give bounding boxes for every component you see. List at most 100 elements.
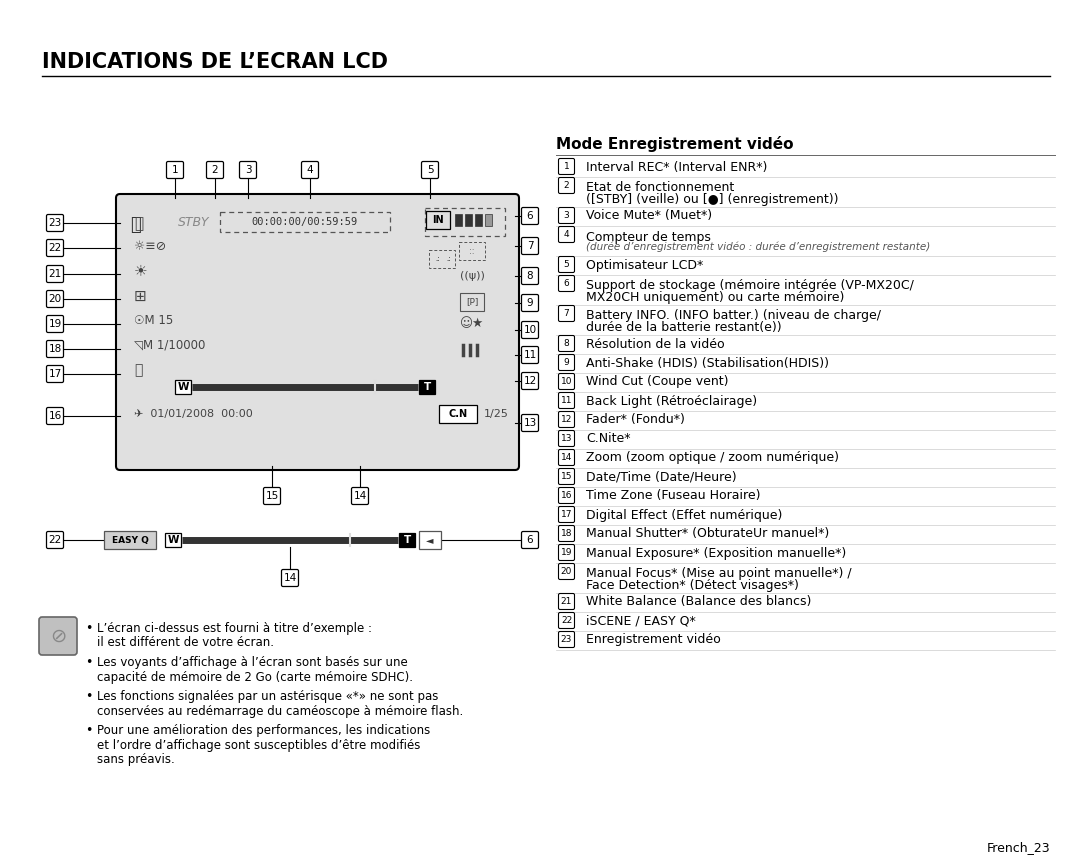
Text: 13: 13 [561, 434, 572, 443]
Text: C.Nite*: C.Nite* [586, 432, 631, 445]
Bar [465, 214, 472, 226]
Text: Voice Mute* (Muet*): Voice Mute* (Muet*) [586, 209, 712, 222]
FancyBboxPatch shape [39, 617, 77, 655]
Text: 19: 19 [49, 319, 62, 329]
Text: Les fonctions signalées par un astérisque «*» ne sont pas: Les fonctions signalées par un astérisqu… [97, 690, 438, 703]
Text: 20: 20 [561, 567, 572, 576]
Text: Manual Focus* (Mise au point manuelle*) /: Manual Focus* (Mise au point manuelle*) … [586, 567, 852, 580]
Text: 9: 9 [527, 298, 534, 308]
Text: 19: 19 [561, 548, 572, 557]
Bar [485, 214, 492, 226]
Text: Fader* (Fondu*): Fader* (Fondu*) [586, 413, 685, 426]
Text: .:: .: [435, 256, 440, 262]
FancyBboxPatch shape [558, 159, 575, 174]
Text: 14: 14 [561, 453, 572, 462]
FancyBboxPatch shape [558, 354, 575, 371]
FancyBboxPatch shape [438, 405, 477, 423]
FancyBboxPatch shape [522, 415, 539, 431]
Text: 1: 1 [172, 165, 178, 175]
Text: 5: 5 [427, 165, 433, 175]
Text: C.N: C.N [448, 409, 468, 419]
FancyBboxPatch shape [558, 306, 575, 321]
FancyBboxPatch shape [522, 372, 539, 390]
Text: 23: 23 [49, 218, 62, 228]
Text: 18: 18 [49, 344, 62, 354]
Text: 17: 17 [49, 369, 62, 379]
FancyBboxPatch shape [558, 450, 575, 465]
Text: ⎙: ⎙ [130, 216, 140, 234]
FancyBboxPatch shape [206, 161, 224, 179]
Text: Enregistrement vidéo: Enregistrement vidéo [586, 634, 720, 647]
Text: ✨: ✨ [134, 363, 143, 377]
Text: MX20CH uniquement) ou carte mémoire): MX20CH uniquement) ou carte mémoire) [586, 291, 845, 304]
FancyBboxPatch shape [264, 488, 281, 504]
FancyBboxPatch shape [240, 161, 257, 179]
FancyBboxPatch shape [522, 267, 539, 285]
Text: 14: 14 [283, 573, 297, 583]
Text: 22: 22 [49, 243, 62, 253]
Text: ◹M 1/10000: ◹M 1/10000 [134, 339, 205, 352]
Text: 22: 22 [49, 535, 62, 545]
FancyBboxPatch shape [558, 563, 575, 580]
Text: 15: 15 [266, 491, 279, 501]
FancyBboxPatch shape [351, 488, 368, 504]
Text: 16: 16 [561, 491, 572, 500]
FancyBboxPatch shape [558, 507, 575, 523]
Text: Pour une amélioration des performances, les indications: Pour une amélioration des performances, … [97, 724, 430, 737]
FancyBboxPatch shape [175, 380, 191, 394]
Text: ::: :: [469, 247, 475, 255]
FancyBboxPatch shape [46, 315, 64, 332]
Text: ◄: ◄ [427, 535, 434, 545]
Text: Time Zone (Fuseau Horaire): Time Zone (Fuseau Horaire) [586, 490, 760, 503]
Text: Battery INFO. (INFO batter.) (niveau de charge/: Battery INFO. (INFO batter.) (niveau de … [586, 309, 881, 322]
FancyBboxPatch shape [558, 469, 575, 484]
Text: 23: 23 [561, 635, 572, 644]
Text: 7: 7 [527, 241, 534, 251]
Text: French_23: French_23 [986, 841, 1050, 854]
Text: 8: 8 [564, 339, 569, 348]
Text: Digital Effect (Effet numérique): Digital Effect (Effet numérique) [586, 509, 782, 522]
FancyBboxPatch shape [558, 411, 575, 428]
FancyBboxPatch shape [558, 632, 575, 648]
Text: Support de stockage (mémoire intégrée (VP-MX20C/: Support de stockage (mémoire intégrée (V… [586, 279, 914, 292]
FancyBboxPatch shape [558, 613, 575, 628]
FancyBboxPatch shape [522, 321, 539, 339]
Text: Face Detection* (Détect visages*): Face Detection* (Détect visages*) [586, 579, 799, 592]
Text: il est différent de votre écran.: il est différent de votre écran. [97, 636, 274, 649]
Text: IN: IN [432, 215, 444, 225]
Text: Manual Shutter* (ObturateUr manuel*): Manual Shutter* (ObturateUr manuel*) [586, 528, 829, 541]
FancyBboxPatch shape [104, 531, 156, 549]
FancyBboxPatch shape [166, 161, 184, 179]
Text: EASY Q: EASY Q [111, 536, 148, 544]
Text: 🎥: 🎥 [134, 216, 144, 231]
Text: 10: 10 [524, 325, 537, 335]
Text: •: • [85, 690, 93, 703]
Text: White Balance (Balance des blancs): White Balance (Balance des blancs) [586, 595, 811, 608]
Text: STBY: STBY [178, 216, 210, 229]
FancyBboxPatch shape [558, 525, 575, 542]
Text: ☀: ☀ [134, 264, 148, 279]
Text: ☺★: ☺★ [460, 318, 484, 331]
Text: 3: 3 [245, 165, 252, 175]
Text: 6: 6 [527, 211, 534, 221]
Text: conservées au redémarrage du caméoscope à mémoire flash.: conservées au redémarrage du caméoscope … [97, 705, 463, 718]
Text: 6: 6 [527, 535, 534, 545]
Text: Wind Cut (Coupe vent): Wind Cut (Coupe vent) [586, 376, 729, 389]
Text: durée de la batterie restant(e)): durée de la batterie restant(e)) [586, 321, 782, 334]
Text: 2: 2 [564, 181, 569, 190]
Text: 8: 8 [527, 271, 534, 281]
Text: 12: 12 [561, 415, 572, 424]
Text: Optimisateur LCD*: Optimisateur LCD* [586, 259, 703, 272]
FancyBboxPatch shape [522, 531, 539, 549]
Text: •: • [85, 656, 93, 669]
FancyBboxPatch shape [522, 207, 539, 225]
Text: .:: .: [446, 256, 450, 262]
FancyBboxPatch shape [522, 294, 539, 312]
FancyBboxPatch shape [116, 194, 519, 470]
FancyBboxPatch shape [46, 531, 64, 549]
Text: 17: 17 [561, 510, 572, 519]
FancyBboxPatch shape [558, 594, 575, 609]
Text: Anti-Shake (HDIS) (Stabilisation(HDIS)): Anti-Shake (HDIS) (Stabilisation(HDIS)) [586, 357, 829, 370]
FancyBboxPatch shape [46, 214, 64, 232]
Text: (durée d’enregistrement vidéo : durée d’enregistrement restante): (durée d’enregistrement vidéo : durée d’… [586, 242, 930, 253]
